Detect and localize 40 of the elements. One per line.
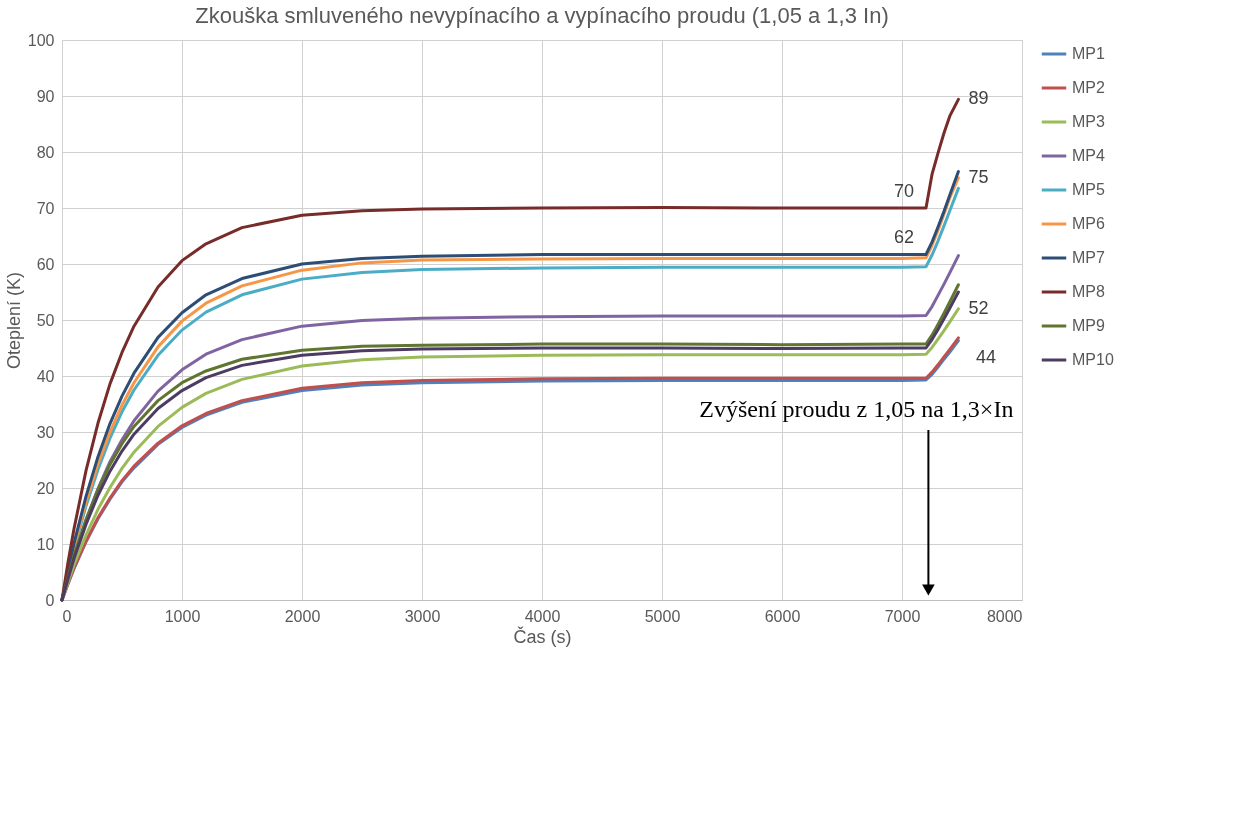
x-tick-label: 2000	[284, 607, 321, 625]
y-tick-label: 0	[45, 591, 55, 609]
x-tick-label: 8000	[986, 607, 1023, 625]
x-axis-title: Čas (s)	[513, 625, 572, 647]
legend-label: MP8	[1072, 283, 1105, 300]
data-label: 89	[968, 88, 989, 109]
y-tick-label: 40	[36, 367, 55, 385]
x-tick-label: 3000	[404, 607, 441, 625]
data-label: 52	[968, 297, 989, 318]
legend-label: MP3	[1072, 113, 1105, 130]
y-tick-label: 100	[27, 31, 55, 49]
annotation: Zvýšení proudu z 1,05 na 1,3×In	[699, 396, 1014, 422]
legend-label: MP6	[1072, 215, 1105, 232]
y-tick-label: 30	[36, 423, 55, 441]
x-tick-label: 5000	[644, 607, 681, 625]
data-label: 75	[968, 166, 989, 187]
x-tick-label: 7000	[884, 607, 921, 625]
legend-label: MP9	[1072, 317, 1105, 334]
y-axis-title: Oteplení (K)	[3, 271, 24, 370]
x-tick-label: 0	[62, 607, 72, 625]
chart-title: Zkouška smluveného nevypínacího a vypínacího proudu (1,05 a 1,3 In)	[195, 3, 889, 28]
y-tick-label: 50	[36, 311, 55, 329]
data-label: 70	[893, 181, 914, 201]
y-tick-label: 90	[36, 87, 55, 105]
y-tick-label: 10	[36, 535, 55, 553]
data-label: 62	[893, 227, 914, 248]
legend-label: MP1	[1072, 45, 1105, 62]
x-tick-label: 1000	[164, 607, 201, 625]
x-tick-label: 6000	[764, 607, 801, 625]
legend-label: MP4	[1072, 147, 1105, 164]
data-label: 44	[976, 346, 997, 367]
legend-label: MP2	[1072, 79, 1105, 96]
legend-label: MP10	[1072, 351, 1114, 368]
legend-label: MP7	[1072, 249, 1105, 266]
y-tick-label: 60	[36, 255, 55, 273]
x-tick-label: 4000	[524, 607, 561, 625]
y-tick-label: 80	[36, 143, 55, 161]
legend-label: MP5	[1072, 181, 1105, 198]
y-tick-label: 70	[36, 199, 55, 217]
y-tick-label: 20	[36, 479, 55, 497]
